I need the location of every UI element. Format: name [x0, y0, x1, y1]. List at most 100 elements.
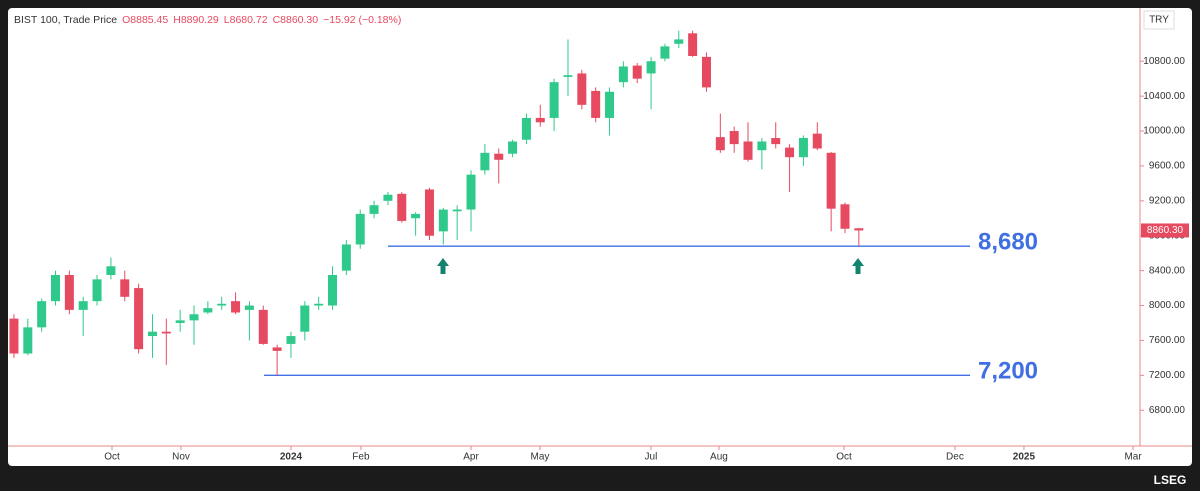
- candle-body: [424, 189, 434, 236]
- currency-box: [1143, 10, 1175, 30]
- candle-body: [618, 66, 628, 83]
- x-tick-label: Aug: [710, 452, 728, 463]
- y-tick-label: 6800.00: [1149, 405, 1186, 416]
- x-tick-label: Oct: [836, 452, 852, 463]
- candle-body: [78, 301, 88, 310]
- candle-body: [701, 56, 711, 88]
- candle-body: [314, 303, 324, 306]
- up-arrow: [437, 258, 449, 274]
- candle-body: [341, 244, 351, 271]
- candle-body: [521, 117, 531, 140]
- candle-body: [411, 213, 421, 219]
- candle-body: [355, 213, 365, 245]
- candle-body: [92, 279, 102, 302]
- candle-body: [23, 327, 33, 354]
- last-price-box: [1141, 223, 1189, 238]
- last-price-label: 8860.30: [1147, 225, 1184, 236]
- y-tick-label: 8400.00: [1149, 265, 1186, 276]
- ohlc-value: L8680.72: [224, 14, 268, 26]
- candle-body: [452, 209, 462, 212]
- candle-body: [217, 303, 227, 306]
- chart-title: BIST 100, Trade Price: [14, 14, 117, 26]
- candle-body: [480, 152, 490, 171]
- x-tick-label: Feb: [352, 452, 370, 463]
- support-label: 8,680: [978, 229, 1038, 256]
- x-tick-label: Oct: [104, 452, 120, 463]
- candle-body: [660, 46, 670, 59]
- header: BIST 100, Trade Price O8885.45 H8890.29 L86…: [14, 14, 401, 26]
- y-tick-label: 7600.00: [1149, 335, 1186, 346]
- y-tick-label: 10400.00: [1143, 91, 1185, 102]
- candle-body: [272, 347, 282, 351]
- candle-body: [743, 141, 753, 160]
- candle-body: [147, 331, 157, 337]
- candle-body: [134, 288, 144, 350]
- candle-body: [826, 152, 836, 209]
- candle-body: [563, 75, 573, 77]
- ohlc-value: O8885.45: [122, 14, 168, 26]
- ohlc-value: −15.92 (−0.18%): [323, 14, 401, 26]
- candle-body: [383, 194, 393, 201]
- candle-body: [175, 320, 185, 323]
- candle-body: [51, 274, 61, 302]
- candle-body: [106, 266, 116, 275]
- candle-body: [300, 305, 310, 332]
- x-tick-label: 2025: [1013, 452, 1036, 463]
- y-tick-label: 8000.00: [1149, 300, 1186, 311]
- x-tick-label: 2024: [280, 452, 303, 463]
- candle-body: [812, 133, 822, 149]
- candle-body: [37, 301, 47, 328]
- x-tick-label: May: [531, 452, 550, 463]
- candle-body: [729, 131, 739, 145]
- y-tick-label: 7200.00: [1149, 370, 1186, 381]
- support-label: 7,200: [978, 358, 1038, 385]
- candle-body: [189, 314, 199, 321]
- x-tick-label: Nov: [172, 452, 190, 463]
- y-tick-label: 10800.00: [1143, 56, 1185, 67]
- candle-body: [9, 318, 19, 354]
- candle-body: [785, 147, 795, 158]
- candle-body: [244, 305, 254, 310]
- candle-body: [64, 274, 74, 310]
- candle-body: [286, 336, 296, 344]
- candle-body: [854, 228, 864, 231]
- candle-body: [258, 309, 268, 344]
- currency: TRY: [1149, 15, 1169, 26]
- candle-body: [798, 138, 808, 158]
- candle-body: [161, 331, 171, 334]
- candle-body: [688, 33, 698, 56]
- candle-body: [577, 73, 587, 105]
- x-tick-label: Apr: [463, 452, 479, 463]
- candle-body: [328, 274, 338, 306]
- candle-body: [369, 205, 379, 214]
- candle-body: [757, 141, 767, 151]
- x-tick-label: Jul: [645, 452, 658, 463]
- candle-body: [771, 138, 781, 145]
- candle-body: [715, 137, 725, 151]
- footer-logo: LSEG: [1154, 473, 1187, 487]
- candle-body: [840, 204, 850, 229]
- y-tick-label: 9200.00: [1149, 195, 1186, 206]
- candle-body: [438, 209, 448, 232]
- chart-background: [8, 8, 1192, 466]
- candle-body: [674, 39, 684, 44]
- ohlc-value: H8890.29: [173, 14, 219, 26]
- up-arrow: [852, 258, 864, 274]
- ohlc-value: C8860.30: [273, 14, 319, 26]
- candle-body: [397, 193, 407, 221]
- candle-body: [535, 117, 545, 123]
- x-tick-label: Mar: [1124, 452, 1142, 463]
- candle-body: [549, 82, 559, 118]
- candle-body: [466, 174, 476, 210]
- candle-body: [120, 279, 130, 297]
- candle-body: [605, 91, 615, 118]
- candle-body: [508, 141, 518, 154]
- candle-body: [632, 65, 642, 79]
- candle-body: [591, 90, 601, 118]
- y-tick-label: 10000.00: [1143, 126, 1185, 137]
- candle-body: [203, 308, 213, 313]
- candle-body: [494, 153, 504, 160]
- y-tick-label: 9600.00: [1149, 161, 1186, 172]
